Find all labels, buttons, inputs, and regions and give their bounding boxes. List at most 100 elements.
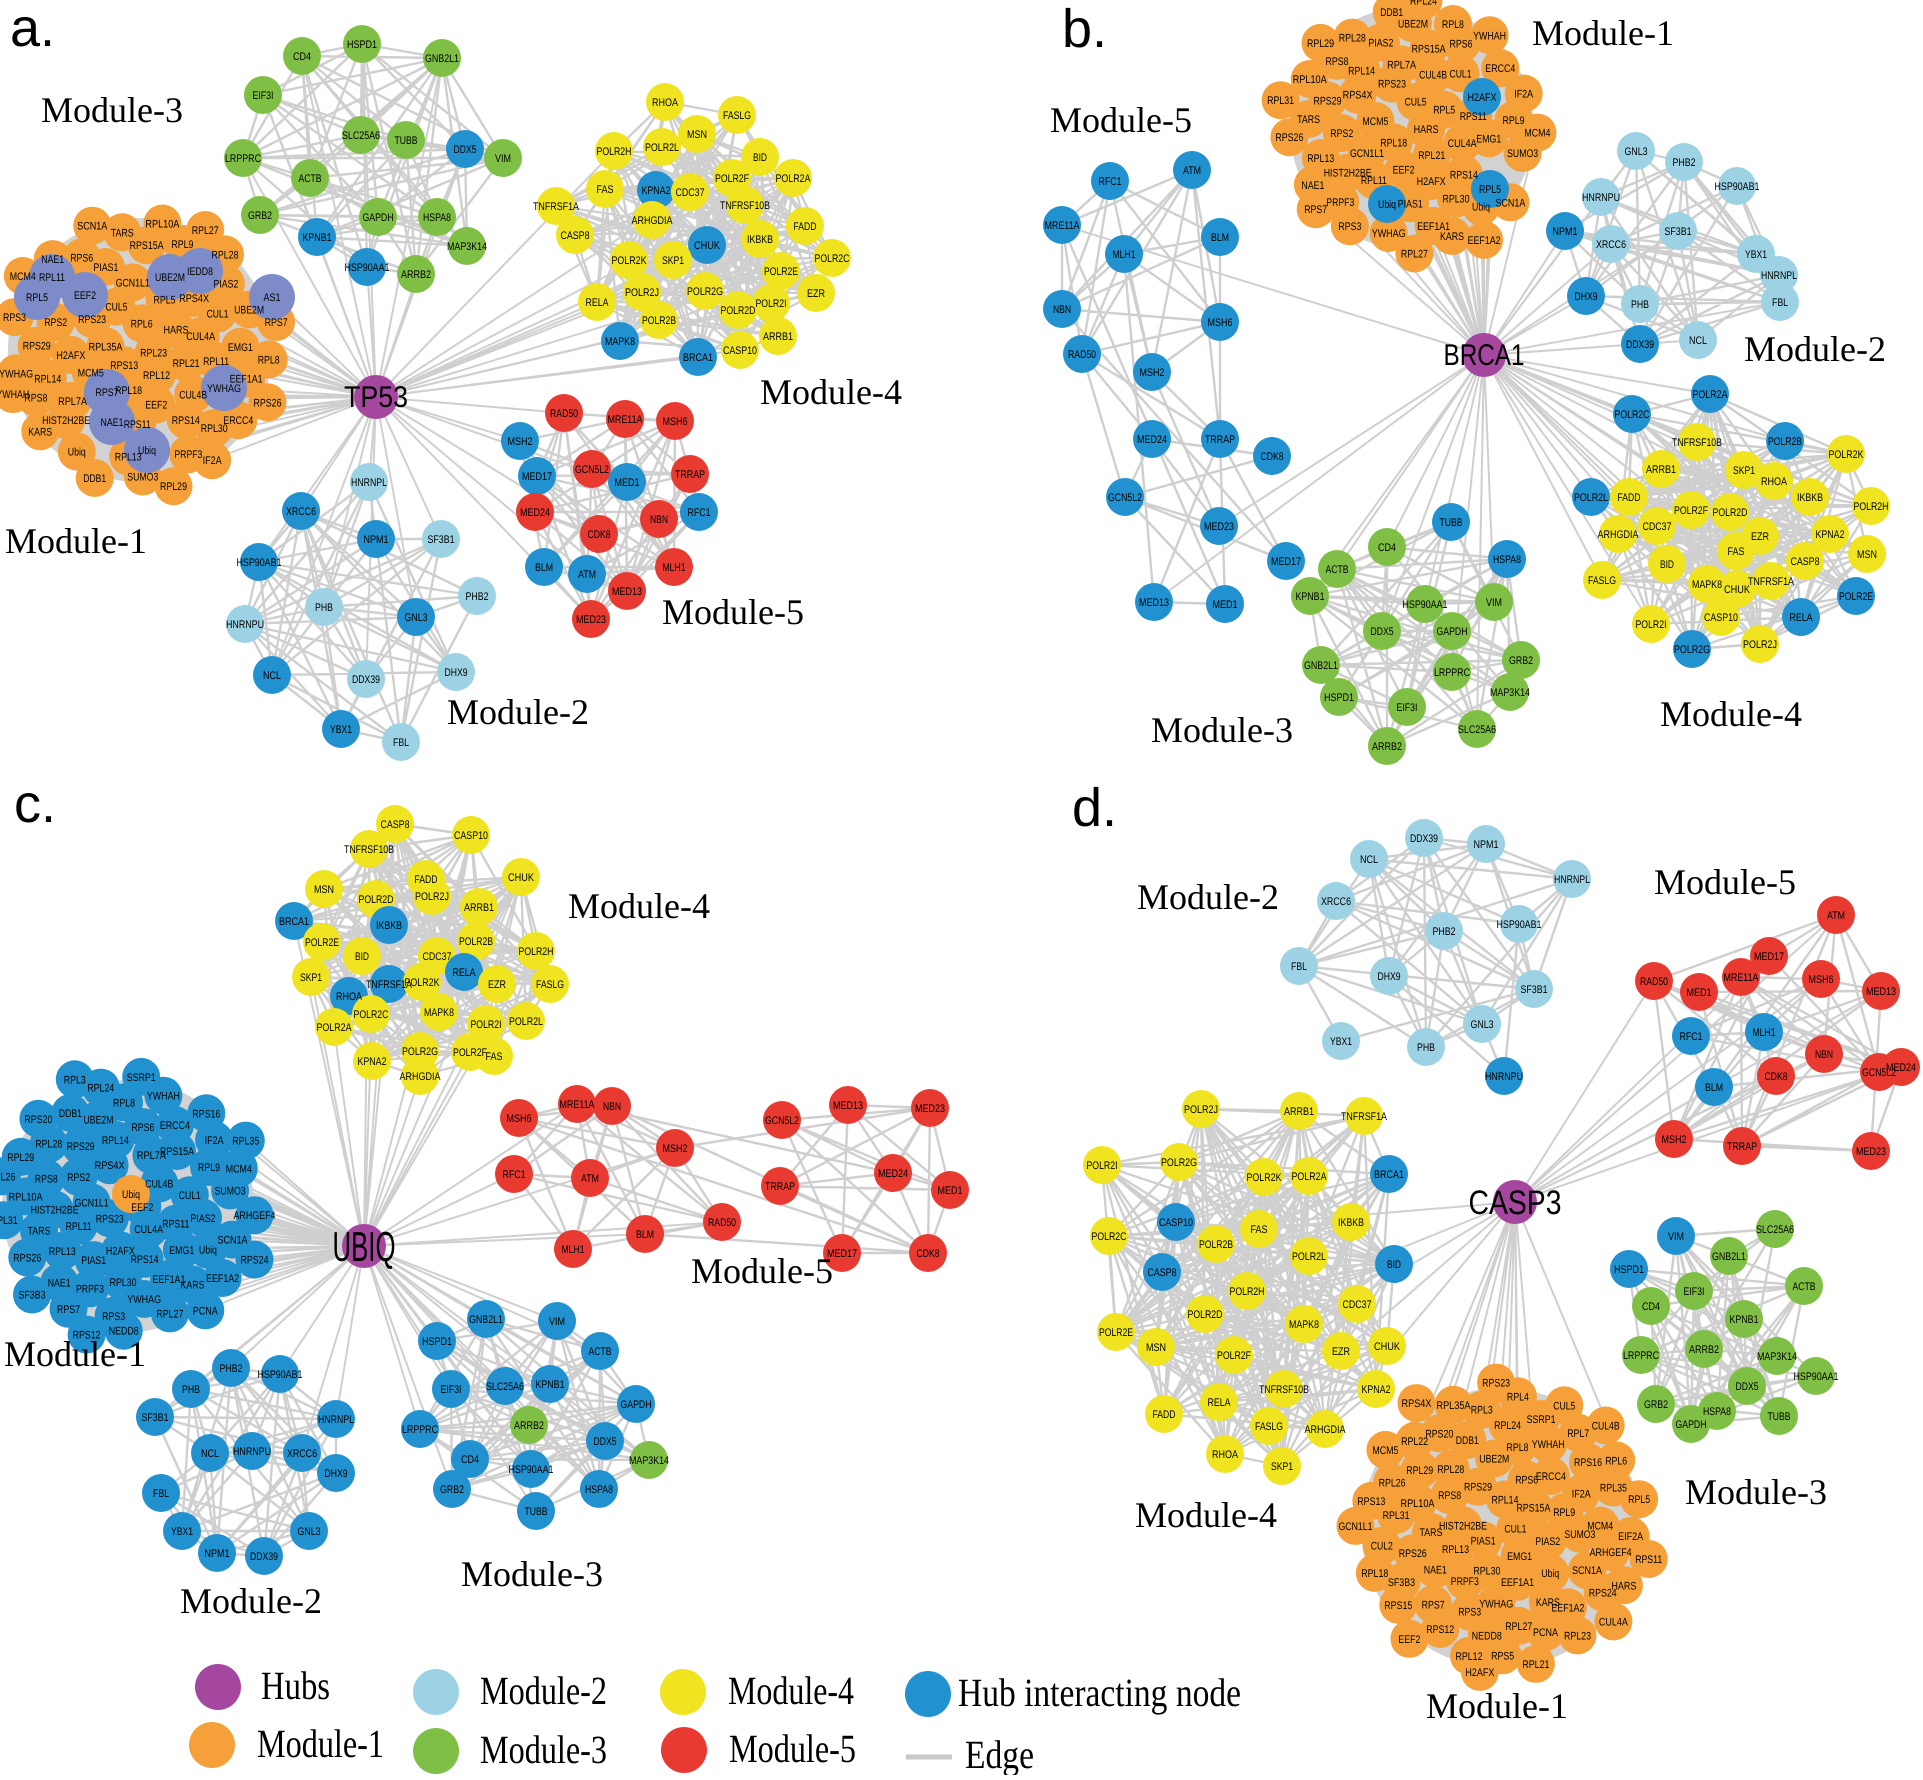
svg-text:RPS12: RPS12: [73, 1330, 101, 1342]
svg-text:GNL3: GNL3: [1471, 1019, 1494, 1031]
svg-text:MRE11A: MRE11A: [560, 1099, 596, 1111]
svg-text:NAE1: NAE1: [41, 254, 64, 266]
svg-text:YBX1: YBX1: [1330, 1036, 1352, 1048]
svg-text:FASLG: FASLG: [536, 979, 564, 991]
svg-text:SCN1A: SCN1A: [77, 221, 108, 233]
svg-text:MLH1: MLH1: [562, 1244, 585, 1256]
svg-text:SUMO3: SUMO3: [127, 472, 158, 484]
svg-text:RPS8: RPS8: [35, 1173, 58, 1185]
svg-text:NAE1: NAE1: [1301, 180, 1324, 192]
svg-text:EMG1: EMG1: [1507, 1551, 1532, 1563]
svg-text:RPS23: RPS23: [78, 314, 106, 326]
svg-text:CUL4A: CUL4A: [1448, 138, 1478, 150]
svg-text:RPS3: RPS3: [1338, 221, 1361, 233]
svg-text:GNL3: GNL3: [298, 1526, 321, 1538]
svg-text:RPL21: RPL21: [1418, 150, 1445, 162]
svg-text:Ubiq: Ubiq: [138, 445, 156, 457]
svg-text:Module-2: Module-2: [1744, 329, 1886, 369]
svg-text:RPS24: RPS24: [1589, 1587, 1617, 1599]
svg-text:RPS7: RPS7: [265, 317, 288, 329]
svg-text:NCL: NCL: [1689, 335, 1707, 347]
svg-text:RPL21: RPL21: [1522, 1659, 1549, 1671]
svg-text:RPL8: RPL8: [1442, 19, 1464, 31]
svg-text:TUBB: TUBB: [395, 135, 418, 147]
svg-text:LRPPRC: LRPPRC: [225, 153, 261, 165]
svg-text:KPNA2: KPNA2: [1816, 529, 1845, 541]
svg-text:HIST2H2BE: HIST2H2BE: [31, 1205, 79, 1217]
svg-text:RPL29: RPL29: [7, 1152, 34, 1164]
svg-text:RPL10A: RPL10A: [1293, 74, 1328, 86]
svg-text:MED24: MED24: [1886, 1062, 1916, 1074]
svg-text:Module-1: Module-1: [5, 521, 147, 561]
svg-text:RPL8: RPL8: [258, 355, 280, 367]
svg-text:RPL28: RPL28: [1437, 1464, 1464, 1476]
svg-text:SF3B1: SF3B1: [1665, 226, 1692, 238]
svg-text:PHB2: PHB2: [466, 591, 489, 603]
svg-text:ACTB: ACTB: [589, 1346, 612, 1358]
svg-text:PHB2: PHB2: [220, 1363, 243, 1375]
svg-text:DDX39: DDX39: [352, 674, 380, 686]
svg-text:RHOA: RHOA: [1212, 1449, 1239, 1461]
svg-text:NAE1: NAE1: [101, 417, 124, 429]
svg-text:POLR2I: POLR2I: [756, 298, 787, 310]
svg-text:SLC25A6: SLC25A6: [1756, 1224, 1794, 1236]
svg-text:d.: d.: [1072, 778, 1117, 838]
svg-text:MCM4: MCM4: [226, 1163, 252, 1175]
svg-text:SUMO3: SUMO3: [1564, 1529, 1595, 1541]
svg-text:FADD: FADD: [1153, 1409, 1176, 1421]
svg-text:RPS11: RPS11: [162, 1219, 189, 1231]
svg-text:H2AFX: H2AFX: [1468, 92, 1498, 104]
svg-text:POLR2E: POLR2E: [305, 937, 339, 949]
svg-text:IF2A: IF2A: [1572, 1488, 1592, 1500]
svg-text:EEF1A2: EEF1A2: [1551, 1602, 1584, 1614]
svg-text:PIAS1: PIAS1: [1471, 1535, 1496, 1547]
svg-text:RAD50: RAD50: [1640, 976, 1668, 988]
svg-text:RPS15A: RPS15A: [1412, 44, 1447, 56]
svg-text:HSPA8: HSPA8: [423, 212, 451, 224]
svg-text:MCM4: MCM4: [1587, 1521, 1613, 1533]
svg-text:RPS16: RPS16: [192, 1108, 220, 1120]
svg-text:DDX39: DDX39: [250, 1551, 278, 1563]
svg-text:EEF2: EEF2: [1398, 1634, 1420, 1646]
svg-text:FAS: FAS: [597, 184, 614, 196]
svg-text:RPL11: RPL11: [66, 1221, 92, 1233]
svg-text:DDB1: DDB1: [1456, 1435, 1479, 1447]
svg-text:HSPD1: HSPD1: [1614, 1264, 1644, 1276]
svg-text:PCNA: PCNA: [1533, 1627, 1559, 1639]
svg-text:POLR2D: POLR2D: [721, 305, 756, 317]
svg-text:MSH2: MSH2: [1662, 1134, 1687, 1146]
svg-text:MED17: MED17: [827, 1248, 857, 1260]
svg-text:CD4: CD4: [461, 1454, 479, 1466]
svg-text:GCN5L2: GCN5L2: [575, 464, 609, 476]
svg-text:RPL5: RPL5: [26, 292, 48, 304]
svg-text:RPS4X: RPS4X: [179, 293, 210, 305]
svg-text:RPL28: RPL28: [35, 1139, 62, 1151]
svg-text:EEF2: EEF2: [145, 400, 167, 412]
svg-text:RPS24: RPS24: [241, 1255, 269, 1267]
svg-text:ACTB: ACTB: [1326, 564, 1349, 576]
svg-text:RPS4X: RPS4X: [1343, 90, 1374, 102]
svg-text:HARS: HARS: [1611, 1580, 1636, 1592]
svg-text:PRPF3: PRPF3: [174, 449, 202, 461]
svg-text:Module-3: Module-3: [1685, 1472, 1827, 1512]
svg-text:RPS20: RPS20: [1425, 1428, 1453, 1440]
svg-text:DDB1: DDB1: [1380, 7, 1403, 19]
svg-text:b.: b.: [1062, 0, 1107, 59]
svg-text:POLR2A: POLR2A: [776, 173, 812, 185]
svg-text:EIF3I: EIF3I: [1397, 702, 1418, 714]
svg-text:Module-5: Module-5: [662, 592, 804, 632]
svg-text:RPL30: RPL30: [110, 1277, 137, 1289]
svg-text:RPL8: RPL8: [113, 1097, 135, 1109]
svg-text:Ubiq: Ubiq: [68, 447, 86, 459]
svg-text:RPS11: RPS11: [1635, 1554, 1662, 1566]
svg-text:GCN1L1: GCN1L1: [1350, 148, 1384, 160]
svg-text:POLR2K: POLR2K: [1829, 449, 1865, 461]
svg-text:TARS: TARS: [1297, 114, 1320, 126]
svg-text:EMG1: EMG1: [169, 1245, 194, 1257]
svg-text:RPS2: RPS2: [1330, 128, 1353, 140]
svg-text:ERCC4: ERCC4: [1536, 1471, 1566, 1483]
svg-text:RPS3: RPS3: [1458, 1607, 1481, 1619]
svg-text:RPS11: RPS11: [124, 419, 151, 431]
svg-text:BLM: BLM: [535, 562, 553, 574]
svg-text:POLR2G: POLR2G: [687, 286, 723, 298]
